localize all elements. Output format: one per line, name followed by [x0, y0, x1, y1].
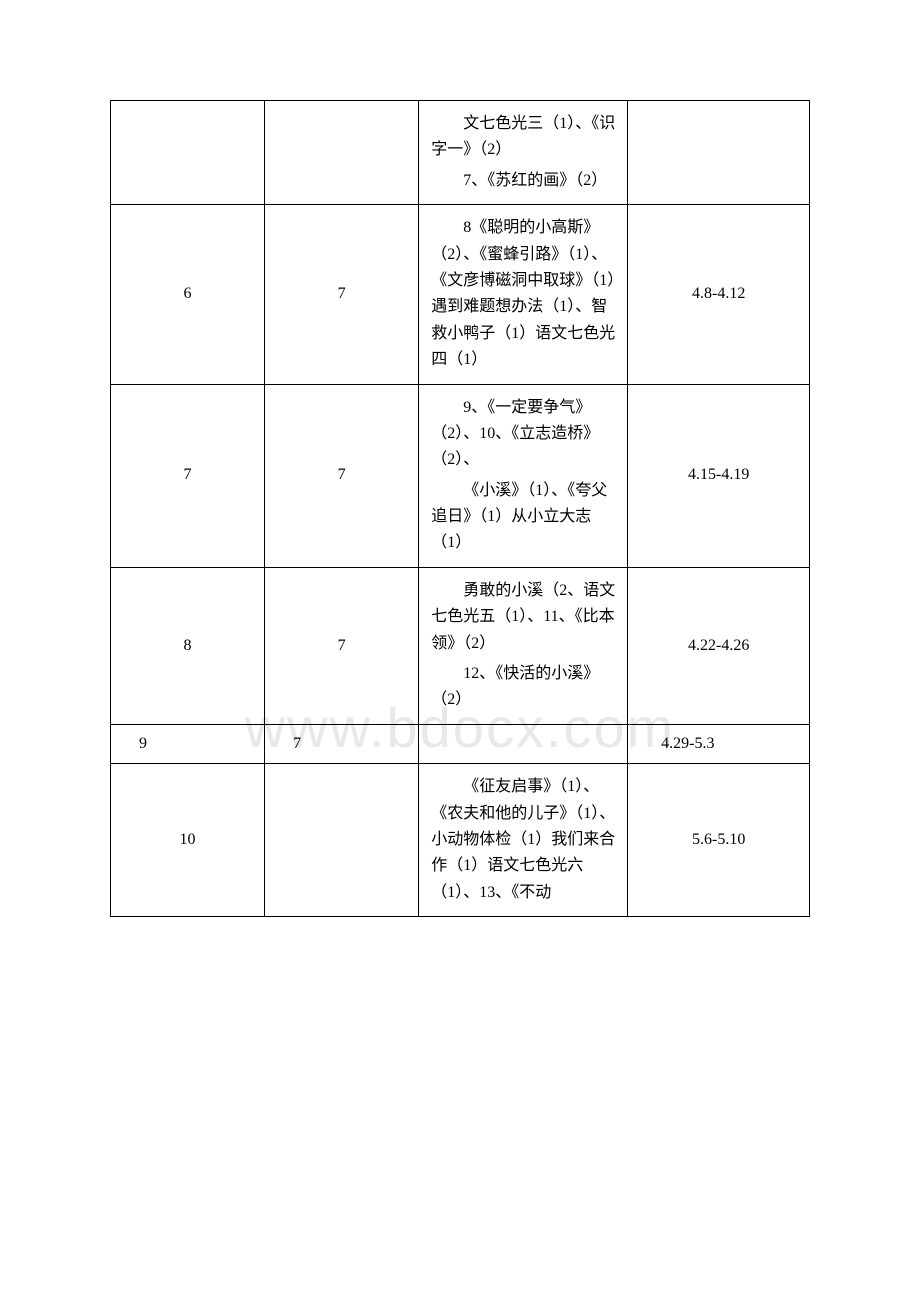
table-row: 9 7 4.29-5.3 — [111, 724, 810, 763]
cell-week: 7 — [111, 384, 265, 567]
cell-hours: 7 — [265, 567, 419, 724]
content-para: 《征友启事》（1）、《农夫和他的儿子》（1）、小动物体检（1）我们来合作（1）语… — [431, 774, 615, 906]
cell-content: 《征友启事》（1）、《农夫和他的儿子》（1）、小动物体检（1）我们来合作（1）语… — [419, 764, 628, 917]
content-para: 9、《一定要争气》（2）、10、《立志造桥》（2）、 — [431, 395, 615, 474]
cell-week: 6 — [111, 205, 265, 384]
cell-dates: 4.15-4.19 — [628, 384, 810, 567]
content-para: 文七色光三（1）、《识字一》（2） — [431, 111, 615, 164]
content-para: 7、《苏红的画》（2） — [431, 168, 615, 194]
cell-week: 9 — [111, 724, 265, 763]
table-row: 10 《征友启事》（1）、《农夫和他的儿子》（1）、小动物体检（1）我们来合作（… — [111, 764, 810, 917]
cell-content: 文七色光三（1）、《识字一》（2） 7、《苏红的画》（2） — [419, 101, 628, 205]
table-row: 7 7 9、《一定要争气》（2）、10、《立志造桥》（2）、 《小溪》（1）、《… — [111, 384, 810, 567]
schedule-table: 文七色光三（1）、《识字一》（2） 7、《苏红的画》（2） 6 7 8《聪明的小… — [110, 100, 810, 917]
cell-content: 勇敢的小溪（2、语文七色光五（1）、11、《比本领》（2） 12、《快活的小溪》… — [419, 567, 628, 724]
cell-hours — [265, 764, 419, 917]
cell-week: 10 — [111, 764, 265, 917]
table-row: 文七色光三（1）、《识字一》（2） 7、《苏红的画》（2） — [111, 101, 810, 205]
cell-dates: 5.6-5.10 — [628, 764, 810, 917]
content-para: 8《聪明的小高斯》（2）、《蜜蜂引路》（1）、《文彦博磁洞中取球》（1）遇到难题… — [431, 215, 615, 373]
content-para: 勇敢的小溪（2、语文七色光五（1）、11、《比本领》（2） — [431, 578, 615, 657]
table-row: 8 7 勇敢的小溪（2、语文七色光五（1）、11、《比本领》（2） 12、《快活… — [111, 567, 810, 724]
cell-dates: 4.8-4.12 — [628, 205, 810, 384]
cell-dates: 4.22-4.26 — [628, 567, 810, 724]
cell-hours — [265, 101, 419, 205]
cell-hours: 7 — [265, 724, 419, 763]
content-para: 12、《快活的小溪》（2） — [431, 661, 615, 714]
cell-content — [419, 724, 628, 763]
cell-hours: 7 — [265, 205, 419, 384]
cell-content: 9、《一定要争气》（2）、10、《立志造桥》（2）、 《小溪》（1）、《夸父追日… — [419, 384, 628, 567]
content-para: 《小溪》（1）、《夸父追日》（1）从小立大志（1） — [431, 478, 615, 557]
cell-dates — [628, 101, 810, 205]
cell-week — [111, 101, 265, 205]
cell-hours: 7 — [265, 384, 419, 567]
table-row: 6 7 8《聪明的小高斯》（2）、《蜜蜂引路》（1）、《文彦博磁洞中取球》（1）… — [111, 205, 810, 384]
cell-content: 8《聪明的小高斯》（2）、《蜜蜂引路》（1）、《文彦博磁洞中取球》（1）遇到难题… — [419, 205, 628, 384]
cell-week: 8 — [111, 567, 265, 724]
cell-dates: 4.29-5.3 — [628, 724, 810, 763]
